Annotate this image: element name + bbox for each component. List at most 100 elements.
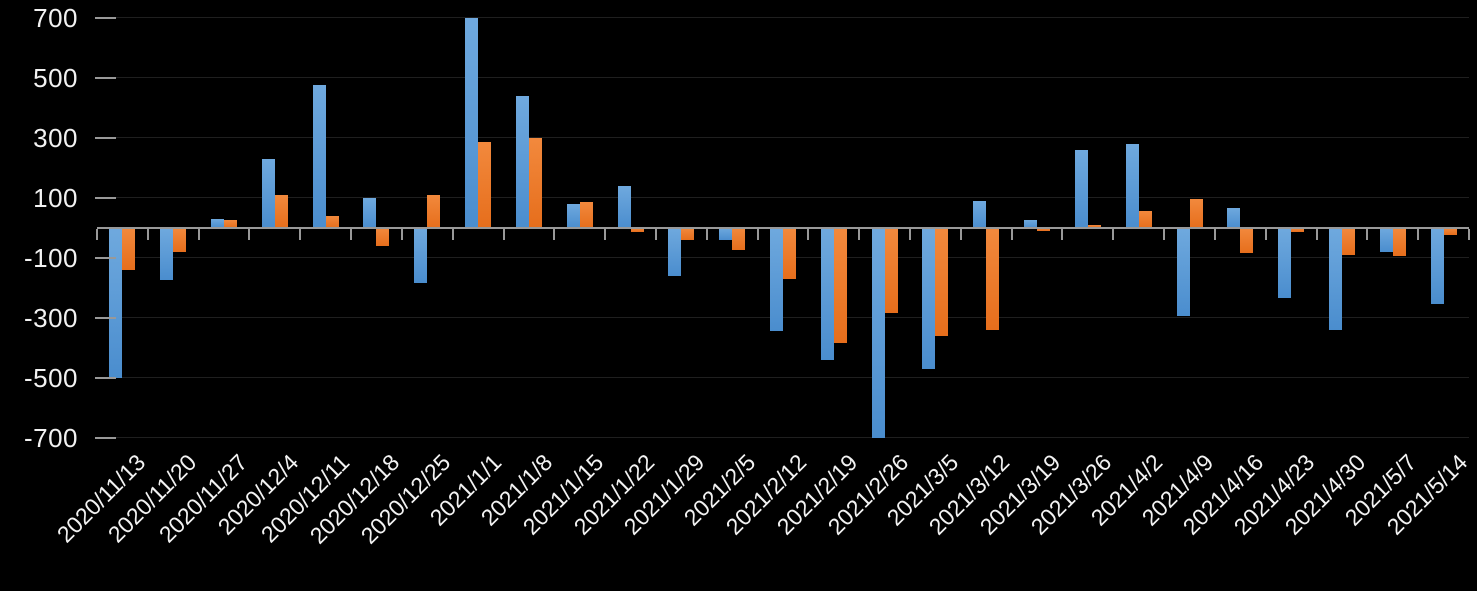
y-axis-label: 500	[33, 62, 78, 93]
series-2-bar[interactable]	[478, 142, 492, 228]
y-axis-label: -100	[23, 242, 78, 273]
series-1-bar[interactable]	[566, 203, 580, 228]
series-2-bar[interactable]	[325, 215, 339, 228]
series-1-bar[interactable]	[312, 85, 326, 228]
y-axis-label: 100	[33, 182, 78, 213]
series-1-bar[interactable]	[719, 227, 733, 240]
x-axis-tick	[858, 228, 861, 240]
y-axis-label: -700	[23, 422, 78, 453]
x-axis-tick	[1315, 228, 1318, 240]
series-1-bar[interactable]	[1328, 227, 1342, 330]
series-2-bar[interactable]	[1189, 199, 1203, 228]
x-axis-tick	[756, 228, 759, 240]
y-axis-label: -500	[23, 362, 78, 393]
series-1-bar[interactable]	[871, 227, 885, 438]
series-1-bar[interactable]	[973, 200, 987, 228]
series-1-bar[interactable]	[1176, 227, 1190, 316]
series-2-bar[interactable]	[1037, 227, 1051, 231]
series-2-bar[interactable]	[1443, 227, 1457, 235]
x-axis-tick	[248, 228, 251, 240]
x-axis-tick	[197, 228, 200, 240]
series-1-bar[interactable]	[160, 227, 174, 280]
series-1-bar[interactable]	[1227, 208, 1241, 228]
gridline	[97, 317, 1469, 318]
y-axis-tick	[95, 196, 116, 199]
series-2-bar[interactable]	[986, 227, 1000, 330]
series-1-bar[interactable]	[261, 158, 275, 228]
y-axis-tick	[95, 136, 116, 139]
series-1-bar[interactable]	[617, 185, 631, 228]
series-2-bar[interactable]	[1341, 227, 1355, 255]
x-axis-tick	[96, 228, 98, 240]
y-axis-tick	[95, 436, 116, 439]
series-1-bar[interactable]	[1024, 220, 1038, 228]
series-1-bar[interactable]	[1379, 227, 1393, 252]
y-axis-tick	[95, 16, 116, 19]
series-2-bar[interactable]	[783, 227, 796, 279]
series-2-bar[interactable]	[935, 227, 949, 336]
y-axis-tick	[95, 256, 116, 259]
series-2-bar[interactable]	[173, 227, 187, 252]
series-2-bar[interactable]	[427, 194, 441, 228]
series-2-bar[interactable]	[122, 227, 136, 270]
x-axis-tick	[654, 228, 657, 240]
gridline	[97, 17, 1469, 18]
series-1-bar[interactable]	[211, 218, 225, 228]
x-axis-tick	[959, 228, 962, 240]
series-2-bar[interactable]	[1291, 227, 1305, 232]
series-2-bar[interactable]	[630, 227, 644, 232]
x-axis-line	[97, 226, 1469, 229]
gridline	[97, 137, 1469, 138]
x-axis-tick	[705, 228, 708, 240]
x-axis-tick	[146, 228, 149, 240]
y-axis-tick	[95, 76, 116, 79]
x-axis-tick	[1468, 228, 1470, 240]
series-1-bar[interactable]	[465, 17, 479, 228]
series-1-bar[interactable]	[770, 227, 783, 331]
series-1-bar[interactable]	[668, 227, 682, 276]
series-2-bar[interactable]	[579, 202, 593, 228]
series-2-bar[interactable]	[1087, 224, 1101, 228]
series-1-bar[interactable]	[1430, 227, 1444, 304]
x-axis-tick	[1366, 228, 1369, 240]
series-1-bar[interactable]	[109, 227, 123, 378]
x-axis-tick	[604, 228, 607, 240]
series-1-bar[interactable]	[922, 227, 936, 369]
x-axis-tick	[1213, 228, 1216, 240]
series-1-bar[interactable]	[1074, 149, 1088, 228]
y-axis-tick	[95, 376, 116, 379]
x-axis-tick	[909, 228, 912, 240]
series-2-bar[interactable]	[224, 220, 238, 228]
series-1-bar[interactable]	[1125, 143, 1139, 228]
y-axis-label: -300	[23, 302, 78, 333]
gridline	[97, 197, 1469, 198]
gridline	[97, 77, 1469, 78]
series-2-bar[interactable]	[732, 227, 746, 250]
series-2-bar[interactable]	[1240, 227, 1254, 253]
series-1-bar[interactable]	[414, 227, 428, 283]
series-2-bar[interactable]	[833, 227, 847, 343]
series-1-bar[interactable]	[1278, 227, 1292, 298]
series-1-bar[interactable]	[515, 95, 529, 228]
x-axis-tick	[400, 228, 403, 240]
x-axis-tick	[1264, 228, 1267, 240]
x-axis-tick	[350, 228, 353, 240]
series-1-bar[interactable]	[820, 227, 834, 360]
x-axis-tick	[1163, 228, 1166, 240]
series-2-bar[interactable]	[274, 194, 288, 228]
series-2-bar[interactable]	[884, 227, 898, 313]
series-2-bar[interactable]	[1138, 211, 1152, 228]
x-axis-tick	[502, 228, 505, 240]
x-axis-tick	[1061, 228, 1064, 240]
x-axis-tick	[1112, 228, 1115, 240]
y-axis-label: 300	[33, 122, 78, 153]
gridline	[97, 377, 1469, 378]
series-2-bar[interactable]	[376, 227, 390, 246]
x-axis-tick	[807, 228, 810, 240]
series-1-bar[interactable]	[363, 197, 377, 228]
series-2-bar[interactable]	[1392, 227, 1406, 256]
series-2-bar[interactable]	[681, 227, 695, 240]
x-axis-tick	[1010, 228, 1013, 240]
series-2-bar[interactable]	[528, 137, 542, 228]
